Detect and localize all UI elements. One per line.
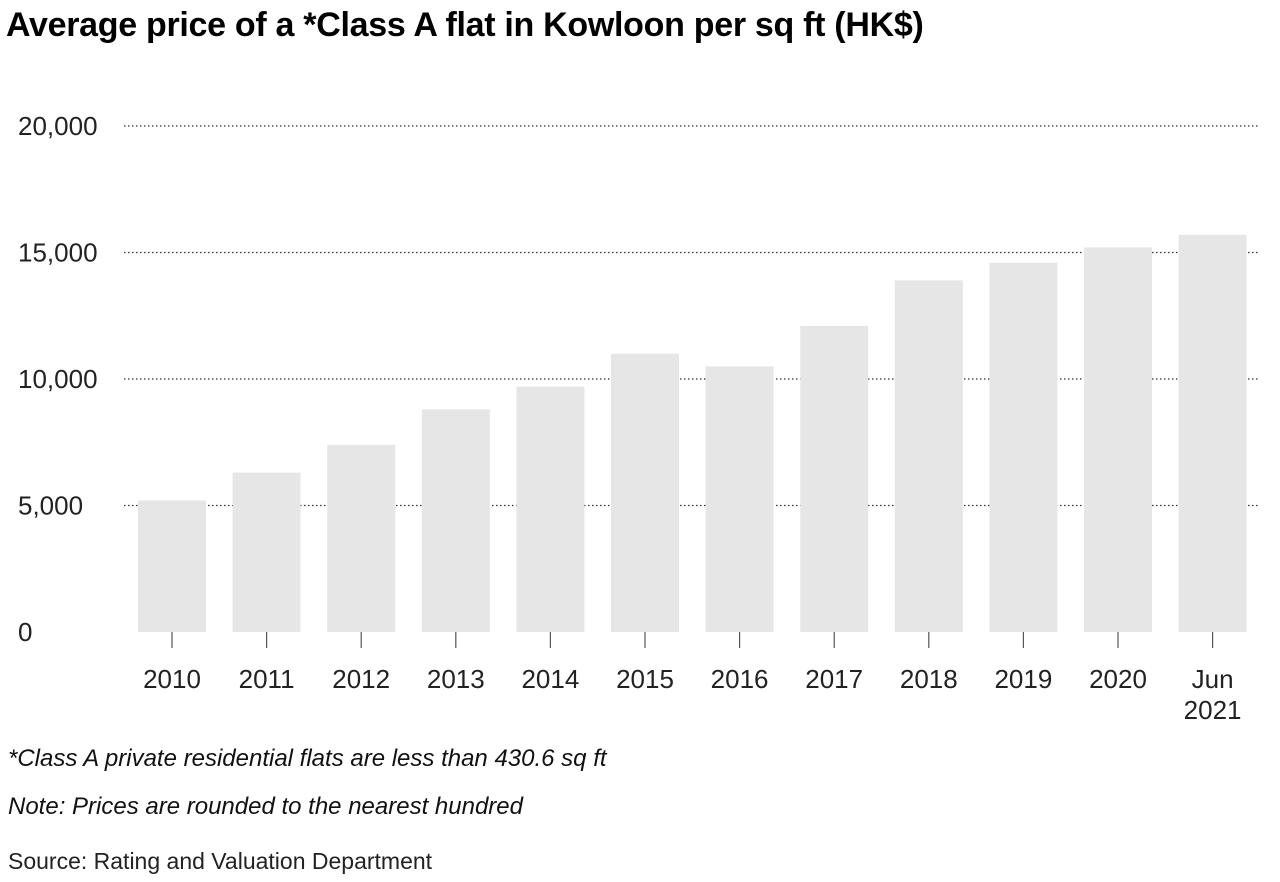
y-tick-label: 20,000 <box>18 111 98 141</box>
x-tick-label: 2018 <box>900 664 958 694</box>
x-tick-label: 2014 <box>521 664 579 694</box>
y-axis-tick-labels: 0 5,000 10,000 15,000 20,000 <box>18 111 98 647</box>
x-tick-label: 2019 <box>994 664 1052 694</box>
x-tick-label: 2012 <box>332 664 390 694</box>
rounding-note: Note: Prices are rounded to the nearest … <box>8 793 523 820</box>
x-tick-label: 2020 <box>1089 664 1147 694</box>
y-tick-label: 5,000 <box>18 491 83 521</box>
bar <box>138 500 206 632</box>
bar <box>1178 234 1247 633</box>
bar <box>800 325 869 632</box>
bar <box>611 353 679 632</box>
y-tick-label: 15,000 <box>18 238 98 268</box>
x-tick-label: 2010 <box>143 664 201 694</box>
bar <box>327 444 396 632</box>
x-axis-ticks: 2010 2011 2012 2013 2014 2015 2016 2017 2018 2019… <box>143 632 1242 725</box>
x-tick-label: 2015 <box>616 664 674 694</box>
bar <box>989 262 1058 632</box>
x-tick-label: Jun 2021 <box>1184 664 1242 725</box>
bar <box>516 386 585 632</box>
bar <box>705 366 774 632</box>
source-credit: Source: Rating and Valuation Department <box>8 848 433 874</box>
x-tick-label: 2013 <box>427 664 485 694</box>
x-tick-label: 2016 <box>711 664 769 694</box>
bar <box>421 409 490 632</box>
bar <box>894 280 963 632</box>
chart-title: Average price of a *Class A flat in Kowl… <box>6 6 924 44</box>
x-tick-label: 2017 <box>805 664 863 694</box>
class-a-footnote: *Class A private residential flats are l… <box>8 745 607 772</box>
y-tick-label: 0 <box>18 617 32 647</box>
bar <box>232 472 301 632</box>
bar <box>1084 247 1152 632</box>
gridlines <box>124 125 1258 507</box>
y-tick-label: 10,000 <box>18 364 98 394</box>
bars <box>138 234 1247 633</box>
x-tick-label: 2011 <box>239 664 295 694</box>
